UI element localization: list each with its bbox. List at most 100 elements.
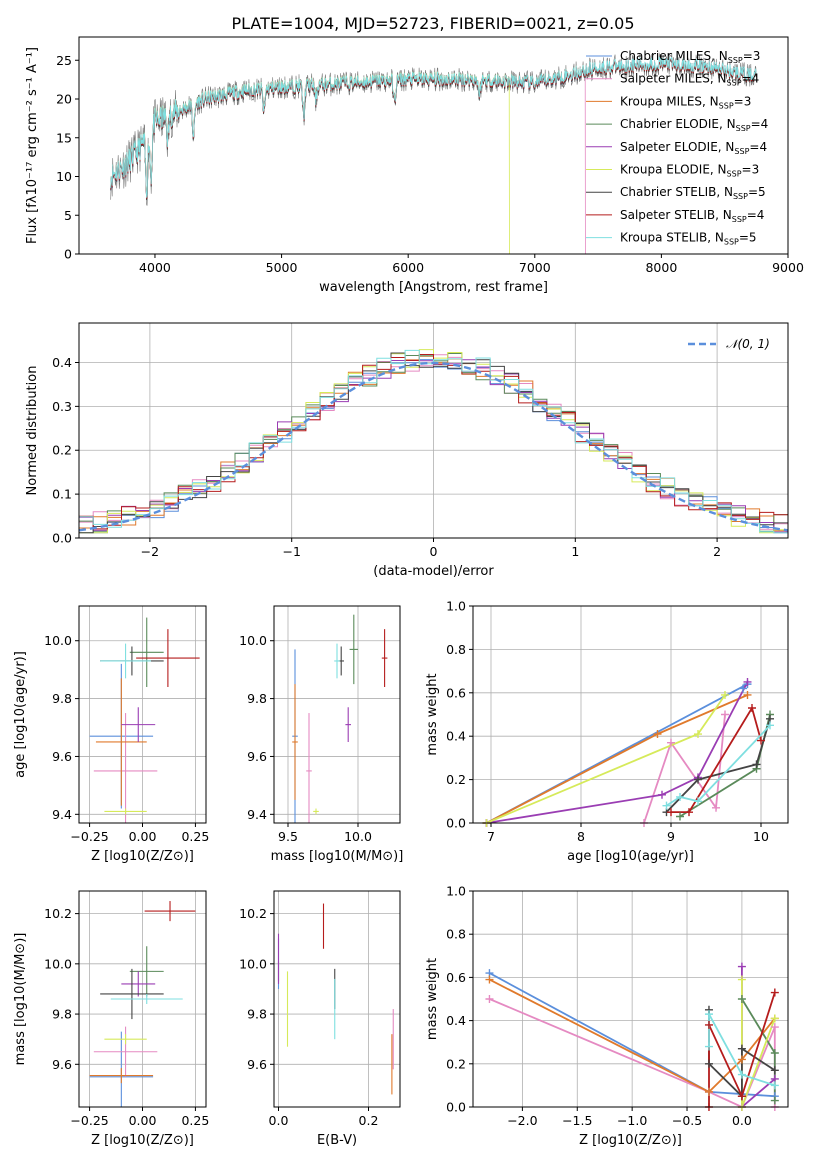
model-spectrum-line xyxy=(142,72,510,199)
histogram-series xyxy=(79,349,788,534)
plus-marker xyxy=(676,792,684,801)
plus-marker xyxy=(770,1023,779,1032)
legend-label: Salpeter MILES, NSSP=4 xyxy=(620,72,759,88)
y-tick-label: 9.6 xyxy=(247,1057,267,1072)
plus-marker xyxy=(770,1096,779,1105)
plus-marker xyxy=(737,1092,746,1101)
legend-label: Salpeter ELODIE, NSSP=4 xyxy=(620,140,767,156)
x-tick-label: 2 xyxy=(713,544,721,559)
plus-marker xyxy=(770,1014,779,1023)
y-tick-label: 0.0 xyxy=(446,816,466,831)
plus-marker xyxy=(770,988,779,997)
y-tick-label: 0.6 xyxy=(446,685,466,700)
x-tick-label: 0.25 xyxy=(181,1113,209,1128)
weight-line xyxy=(643,714,726,823)
x-tick-label: −0.25 xyxy=(70,829,108,844)
errorbar-point xyxy=(89,1068,154,1084)
x-tick-label: −1 xyxy=(282,544,300,559)
residuals-panel: −2 −1 0 1 2 0.0 0.1 0.2 0.3 0.4 (data-model)/error… xyxy=(25,322,789,579)
age_weight-marks xyxy=(486,681,771,823)
y-axis-label: mass weight xyxy=(425,673,440,755)
y-tick-label: 1.0 xyxy=(446,884,466,899)
plus-marker xyxy=(737,995,746,1003)
x-tick-label: 6000 xyxy=(392,260,424,275)
y-tick-label: 9.8 xyxy=(247,691,267,706)
histogram-series xyxy=(79,352,788,534)
y-tick-label: 10.0 xyxy=(44,956,72,971)
plus-marker xyxy=(737,1044,746,1053)
x-axis-label: Z [log10(Z/Z⊙)] xyxy=(579,1133,682,1148)
errorbar-point xyxy=(121,707,156,742)
y-tick-label: 9.4 xyxy=(52,807,72,822)
weight-line xyxy=(741,979,776,1107)
legend-label: Salpeter STELIB, NSSP=4 xyxy=(620,208,764,224)
ebv_mass-marks xyxy=(277,903,394,1095)
x-tick-label: 7 xyxy=(487,829,495,844)
y-tick-label: 0.0 xyxy=(52,531,72,546)
x-tick-label: 0.00 xyxy=(129,829,157,844)
errorbar-point xyxy=(100,968,164,1020)
x-axis-label: Z [log10(Z/Z⊙)] xyxy=(91,849,194,864)
legend-label: Kroupa STELIB, NSSP=5 xyxy=(620,231,757,247)
age_weight-panel: 7 8 9 10 0.0 0.2 0.4 0.6 0.8 1.0 age [log10(age/yr… xyxy=(425,599,789,864)
plot-area: 4000 5000 6000 7000 8000 90000510152025wavele… xyxy=(13,36,804,1148)
y-tick-label: 10.0 xyxy=(239,956,267,971)
plus-marker xyxy=(743,677,752,686)
plus-marker xyxy=(721,690,729,699)
errorbar-point xyxy=(144,901,196,922)
weight-line xyxy=(741,998,776,1101)
weight-line xyxy=(486,681,749,823)
plus-marker xyxy=(752,760,761,769)
axes-frame xyxy=(78,322,789,539)
legend-label: Chabrier ELODIE, NSSP=4 xyxy=(620,117,768,133)
errorbar-point xyxy=(104,808,147,815)
x-tick-label: 0 xyxy=(430,544,438,559)
x-tick-label: 5000 xyxy=(266,260,298,275)
errorbar-point xyxy=(345,707,351,742)
x-tick-label: −1.0 xyxy=(617,1113,647,1128)
spectrum-legend: Chabrier MILES, NSSP=3 Salpeter MILES, NS… xyxy=(586,49,768,247)
weight-line xyxy=(708,1013,776,1087)
axes-frame xyxy=(472,890,789,1108)
normal-curve xyxy=(79,361,788,532)
y-tick-label: 10 xyxy=(56,169,72,184)
y-axis-label: Flux [fλ10⁻¹⁷ erg cm⁻² s⁻¹ A⁻¹] xyxy=(25,47,40,244)
errorbar-point xyxy=(95,678,147,806)
spectrum-marks xyxy=(110,52,757,254)
y-tick-label: 0.0 xyxy=(446,1100,466,1115)
x-tick-label: 8 xyxy=(577,829,585,844)
plus-marker xyxy=(658,790,666,799)
plus-marker xyxy=(662,801,671,810)
plus-marker xyxy=(653,730,662,739)
axes-frame xyxy=(273,605,401,824)
errorbar-point xyxy=(381,629,388,688)
y-tick-label: 9.6 xyxy=(52,749,72,764)
x-tick-label: 1 xyxy=(571,544,579,559)
weight-line xyxy=(671,705,762,813)
y-tick-label: 0.4 xyxy=(446,729,466,744)
errorbar-point xyxy=(100,643,151,679)
mass_age-panel: 9.5 10.0 9.4 9.6 9.8 10.0 mass [log10(M/M⊙)] xyxy=(239,605,403,864)
plus-marker xyxy=(748,703,756,712)
y-axis-label: age [log10(age/yr)] xyxy=(13,651,28,778)
y-tick-label: 1.0 xyxy=(446,599,466,614)
legend-label: Kroupa MILES, NSSP=3 xyxy=(620,94,751,110)
y-tick-label: 9.8 xyxy=(52,691,72,706)
plus-marker xyxy=(737,1055,746,1064)
z_age-marks xyxy=(89,617,200,823)
errorbar-point xyxy=(292,684,298,800)
axes-frame xyxy=(78,36,789,255)
y-tick-label: 0.6 xyxy=(446,970,466,985)
ebv_mass-panel: 0.0 0.2 9.6 9.8 10.0 10.2 E(B-V) xyxy=(239,890,401,1148)
errorbar-point xyxy=(110,993,183,1005)
x-tick-label: 0.00 xyxy=(129,1113,157,1128)
y-tick-label: 10.2 xyxy=(44,906,72,921)
plus-marker xyxy=(694,775,702,784)
y-tick-label: 0.1 xyxy=(52,487,72,502)
legend-label: Kroupa ELODIE, NSSP=3 xyxy=(620,163,759,179)
plus-marker xyxy=(704,1010,713,1019)
x-axis-label: (data-model)/error xyxy=(373,564,494,579)
model-spectrum-line xyxy=(110,56,757,198)
x-axis-label: wavelength [Angstrom, rest frame] xyxy=(319,280,548,295)
